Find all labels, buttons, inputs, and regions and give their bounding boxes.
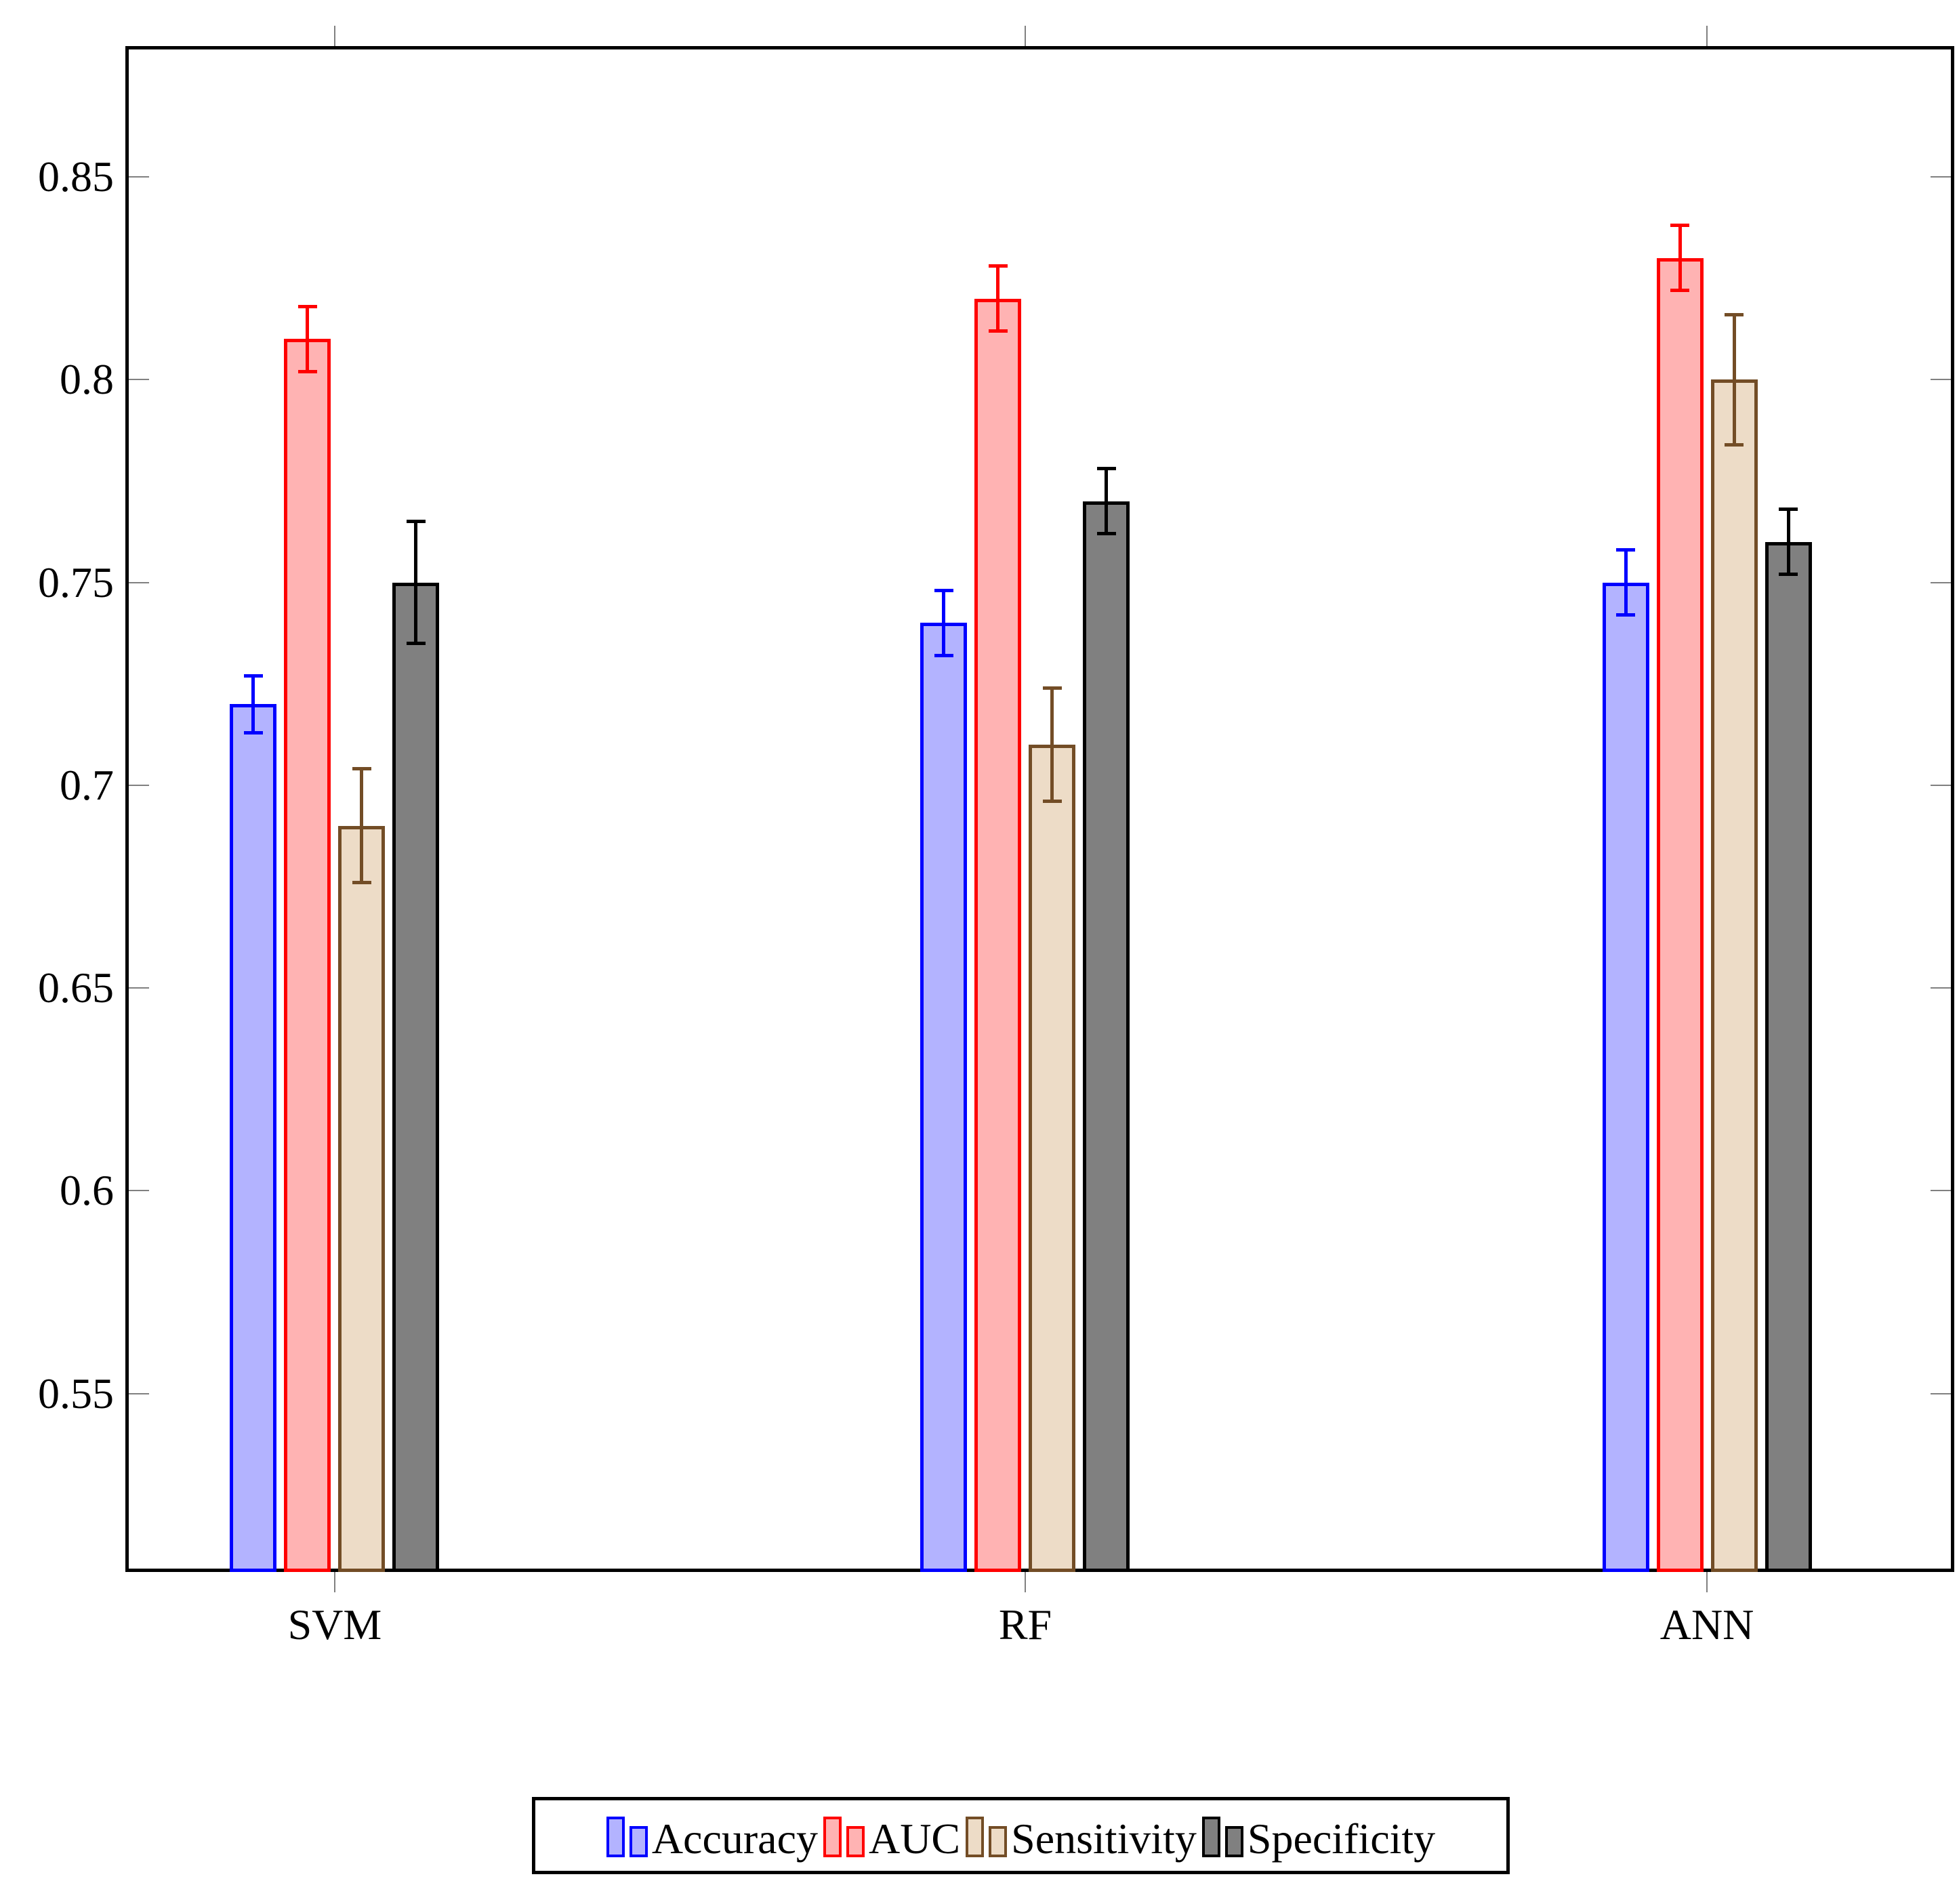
error-bar-cap (988, 329, 1008, 333)
bar-sensitivity-rf (1029, 745, 1076, 1572)
x-axis-tick-top (1706, 26, 1708, 46)
error-bar-cap (1725, 442, 1744, 447)
x-axis-group-label: RF (998, 1600, 1052, 1649)
bar-specificity-ann (1765, 541, 1812, 1572)
error-bar-cap (1670, 224, 1690, 228)
y-axis-tick-right (1931, 581, 1951, 583)
legend-item-specificity: Specificity (1201, 1814, 1435, 1861)
legend-item-sensitivity: Sensitivity (966, 1814, 1197, 1861)
error-bar-cap (934, 653, 953, 657)
y-axis-tick-right (1931, 175, 1951, 178)
bar-auc-rf (974, 298, 1022, 1572)
error-bar (251, 676, 255, 733)
legend-swatch (966, 1817, 985, 1857)
y-axis-tick-label: 0.6 (60, 1166, 114, 1215)
y-axis-tick-label: 0.65 (38, 964, 114, 1012)
error-bar-cap (934, 589, 953, 593)
legend-label: Accuracy (651, 1815, 818, 1863)
legend-swatch (823, 1817, 842, 1857)
legend-swatch (606, 1817, 625, 1857)
legend-label: AUC (868, 1815, 961, 1863)
bar-accuracy-rf (920, 623, 968, 1572)
error-bar-cap (352, 881, 371, 885)
y-axis-tick-left (129, 175, 149, 178)
legend-label: Sensitivity (1011, 1815, 1197, 1863)
error-bar (414, 521, 418, 644)
error-bar (996, 266, 1000, 331)
y-axis-tick-left (129, 379, 149, 381)
error-bar-cap (406, 641, 426, 645)
y-axis-tick-right (1931, 1190, 1951, 1192)
error-bar-cap (352, 767, 371, 771)
legend-label: Specificity (1247, 1815, 1436, 1863)
error-bar-cap (297, 369, 317, 373)
error-bar-cap (1616, 548, 1636, 552)
error-bar (942, 590, 946, 656)
y-axis-tick-right (1931, 987, 1951, 989)
x-axis-tick-bottom (333, 1572, 335, 1592)
y-axis-tick-label: 0.55 (38, 1369, 114, 1417)
error-bar (1624, 550, 1628, 615)
error-bar-cap (1042, 686, 1062, 690)
error-bar-cap (1670, 289, 1690, 293)
bar-sensitivity-svm (338, 825, 386, 1572)
y-axis-tick-label: 0.85 (38, 152, 114, 201)
legend-swatch (846, 1826, 865, 1857)
x-axis-tick-bottom (1024, 1572, 1026, 1592)
error-bar (1050, 688, 1054, 802)
y-axis-tick-left (129, 1392, 149, 1394)
error-bar-cap (1779, 573, 1798, 577)
bar-auc-svm (284, 339, 331, 1572)
y-axis-tick-right (1931, 784, 1951, 786)
legend-swatch (989, 1826, 1008, 1857)
error-bar-cap (1616, 613, 1636, 617)
legend-item-accuracy: Accuracy (606, 1814, 818, 1861)
y-axis-tick-label: 0.7 (60, 760, 114, 809)
error-bar-cap (243, 730, 263, 734)
error-bar (306, 306, 310, 372)
error-bar (1678, 225, 1682, 291)
error-bar (1732, 314, 1736, 445)
error-bar-cap (406, 520, 426, 524)
bar-specificity-rf (1083, 501, 1130, 1572)
error-bar-cap (1725, 313, 1744, 317)
error-bar-cap (297, 305, 317, 309)
error-bar-cap (1096, 532, 1116, 536)
error-bar-cap (243, 674, 263, 678)
error-bar-cap (1042, 800, 1062, 804)
x-axis-group-label: SVM (287, 1600, 382, 1649)
legend-swatch (1201, 1817, 1220, 1857)
y-axis-tick-left (129, 784, 149, 786)
y-axis-tick-label: 0.75 (38, 558, 114, 606)
y-axis-tick-left (129, 581, 149, 583)
legend-swatch (629, 1826, 648, 1857)
legend-swatch (1224, 1826, 1243, 1857)
error-bar-cap (1779, 508, 1798, 512)
error-bar (360, 768, 364, 883)
x-axis-group-label: ANN (1659, 1600, 1754, 1649)
error-bar (1786, 509, 1790, 575)
bar-sensitivity-ann (1710, 379, 1758, 1572)
error-bar-cap (988, 264, 1008, 268)
y-axis-tick-left (129, 987, 149, 989)
bar-accuracy-ann (1602, 582, 1649, 1572)
bar-accuracy-svm (230, 704, 277, 1572)
y-axis-tick-right (1931, 379, 1951, 381)
y-axis-tick-right (1931, 1392, 1951, 1394)
legend: Accuracy AUC Sensitivity Specificity (532, 1797, 1510, 1874)
x-axis-tick-top (333, 26, 335, 46)
x-axis-tick-top (1024, 26, 1026, 46)
legend-item-auc: AUC (823, 1814, 960, 1861)
y-axis-tick-label: 0.8 (60, 355, 114, 404)
x-axis-tick-bottom (1706, 1572, 1708, 1592)
bar-specificity-svm (392, 582, 440, 1572)
error-bar (1105, 468, 1109, 534)
bar-auc-ann (1656, 257, 1704, 1572)
y-axis-tick-left (129, 1190, 149, 1192)
error-bar-cap (1096, 467, 1116, 471)
